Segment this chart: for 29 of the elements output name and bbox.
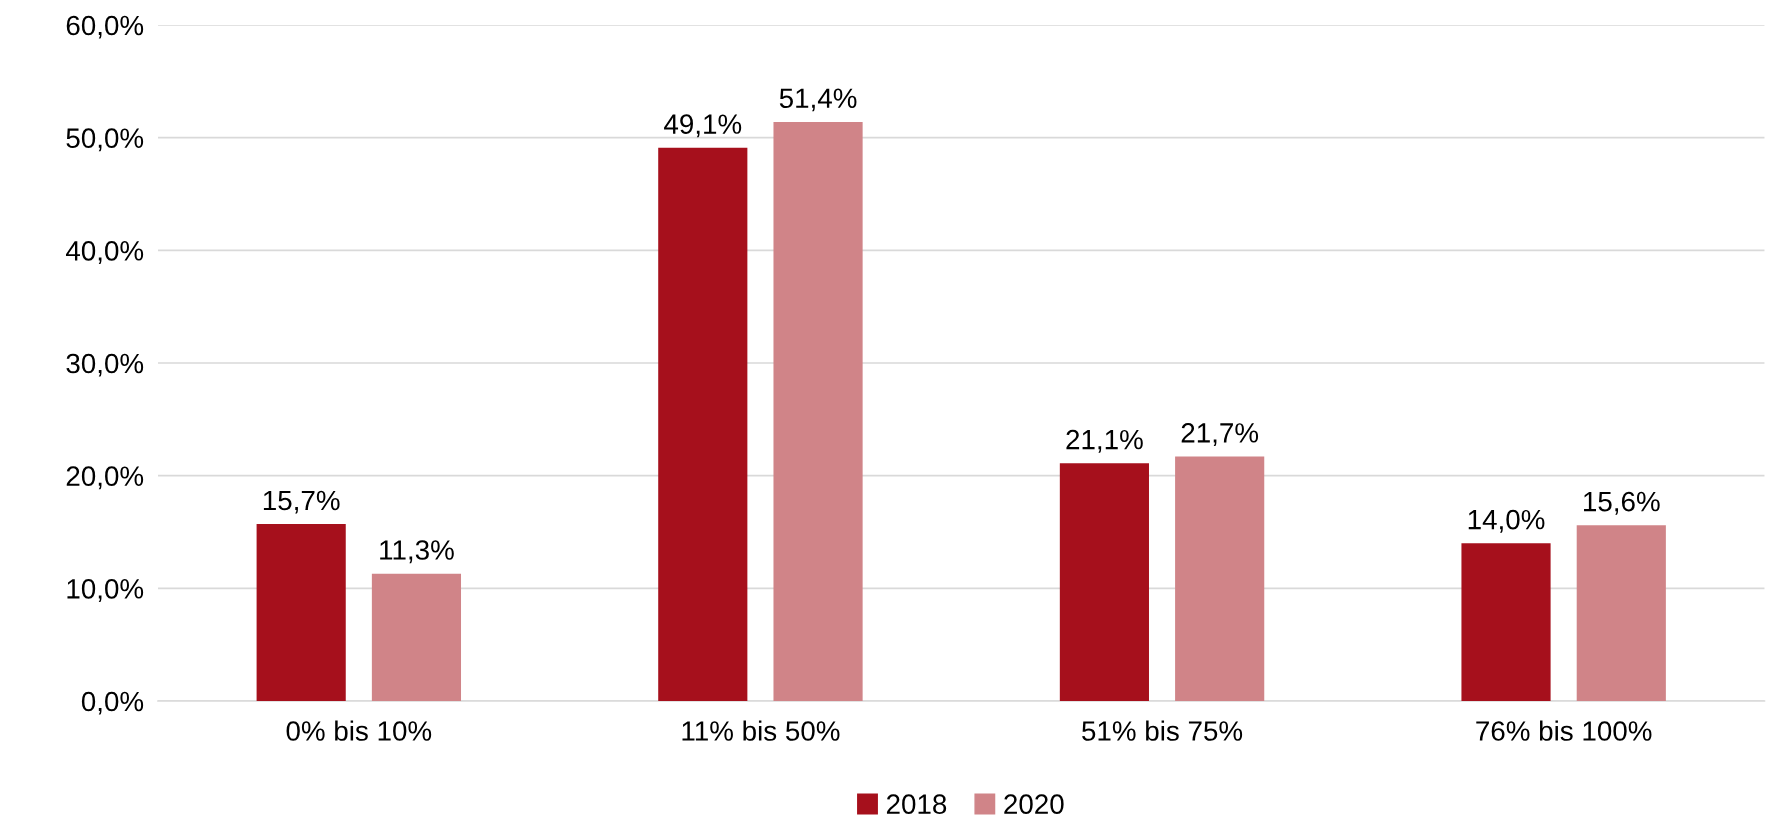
bar [1175, 456, 1265, 701]
y-tick-label: 50,0% [66, 128, 144, 152]
y-tick-label: 0,0% [81, 691, 144, 715]
data-label: 49,1% [664, 114, 742, 138]
bar [773, 121, 863, 701]
x-tick-label: 11% bis 50% [682, 720, 840, 741]
legend-label: 2018 [886, 794, 947, 814]
data-label: 15,6% [1584, 491, 1660, 515]
data-label: 21,7% [1181, 423, 1259, 446]
legend-label: 2020 [1004, 794, 1064, 814]
data-label: 11,3% [380, 540, 454, 564]
x-tick-label: 0% bis 10% [286, 720, 432, 741]
x-tick-label: 76% bis 100% [1476, 720, 1652, 741]
bar [1059, 463, 1149, 701]
bar [256, 524, 346, 701]
y-tick-label: 40,0% [65, 241, 144, 264]
bar [658, 147, 748, 701]
data-label: 21,1% [1066, 429, 1143, 453]
bar [1576, 525, 1666, 701]
bar [371, 573, 462, 701]
data-label: 14,0% [1468, 509, 1545, 533]
y-tick-label: 20,0% [66, 466, 144, 490]
y-tick-label: 30,0% [66, 353, 144, 377]
y-tick-label: 60,0% [66, 15, 144, 39]
x-tick-label: 51% bis 75% [1082, 720, 1243, 741]
y-tick-label: 10,0% [67, 579, 144, 602]
bar [1461, 543, 1551, 701]
data-label: 51,4% [779, 88, 857, 112]
data-label: 15,7% [263, 490, 340, 514]
